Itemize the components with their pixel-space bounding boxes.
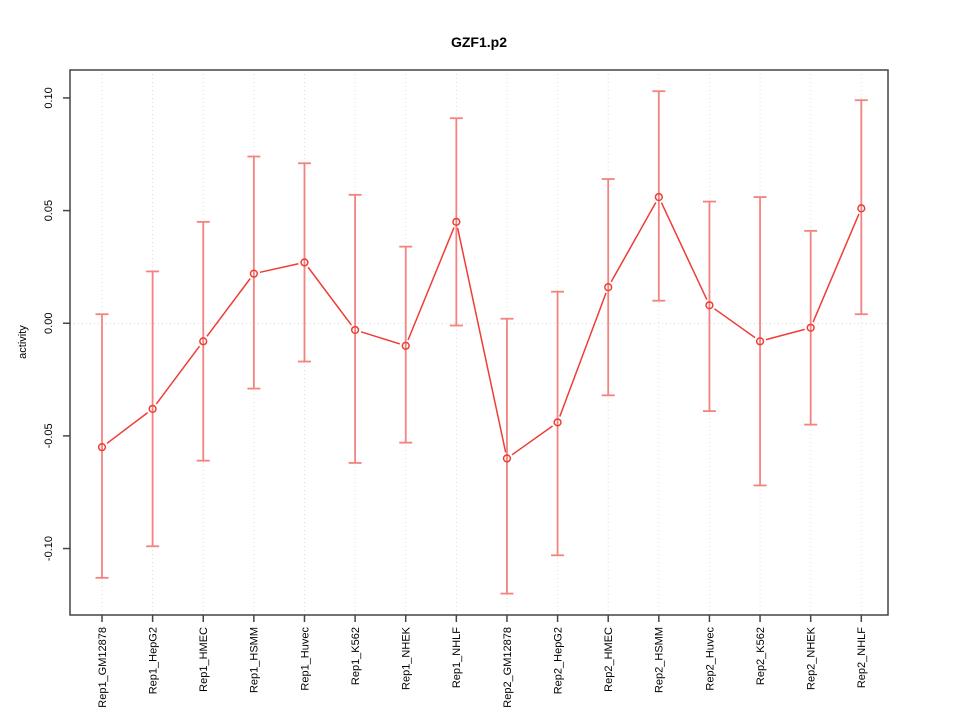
series-line-segment	[765, 328, 805, 341]
x-tick-label: Rep1_Huvec	[299, 627, 311, 691]
data-point-marker	[654, 192, 663, 202]
x-tick-label: Rep2_HMEC	[603, 627, 615, 692]
data-point-marker	[401, 341, 410, 350]
series-line-segment	[714, 308, 756, 339]
x-tick-label: Rep2_NHEK	[806, 626, 818, 690]
grid-layer	[70, 70, 888, 615]
x-tick-label: Rep1_NHLF	[451, 627, 463, 688]
axis-layer: -0.10 -0.05 0.00 0.05 0.10 Rep1_GM12878 Rep1_H…	[43, 69, 889, 708]
series-line-segment	[259, 263, 299, 274]
y-axis-label: activity	[17, 325, 29, 359]
series-line-segment	[155, 345, 201, 405]
series-line-segment	[610, 202, 657, 283]
data-point-marker	[604, 283, 613, 292]
data-point-marker	[452, 217, 461, 227]
x-tick-label: Rep2_GM12878	[502, 627, 514, 708]
series-line-segment	[559, 292, 607, 417]
x-tick-label: Rep1_K562	[350, 627, 362, 685]
x-tick-label: Rep1_HepG2	[147, 627, 159, 694]
data-point-marker	[199, 337, 208, 346]
x-tick-label: Rep2_HSMM	[654, 627, 666, 693]
data-point-marker	[806, 323, 815, 332]
x-tick-label: Rep2_Huvec	[704, 627, 716, 691]
series-line-segment	[660, 202, 708, 300]
series-line-segment	[812, 213, 860, 323]
data-layer	[95, 90, 868, 595]
data-point-marker	[502, 454, 512, 463]
x-tick-label: Rep1_HMEC	[198, 627, 210, 692]
data-point-marker	[300, 258, 309, 267]
data-point-marker	[148, 404, 157, 414]
data-point-marker	[857, 204, 866, 213]
chart-title: GZF1.p2	[451, 34, 507, 50]
series-line-segment	[206, 278, 251, 337]
y-tick-label: -0.10	[43, 536, 55, 561]
series-line-segment	[360, 331, 401, 345]
series-line-segment	[456, 227, 507, 453]
series-line-segment	[307, 266, 352, 326]
y-tick-label: 0.00	[43, 313, 55, 334]
data-point-marker	[350, 325, 360, 335]
data-point-marker	[249, 269, 259, 278]
data-point-marker	[553, 418, 562, 427]
x-tick-label: Rep1_GM12878	[97, 627, 109, 708]
y-tick-label: 0.10	[43, 87, 55, 108]
series-line-segment	[106, 411, 149, 445]
plot-border	[69, 69, 889, 616]
x-tick-label: Rep2_K562	[755, 627, 767, 685]
series-line-segment	[511, 425, 553, 456]
x-tick-label: Rep1_HSMM	[249, 627, 261, 693]
data-point-marker	[705, 301, 714, 310]
y-tick-label: 0.05	[43, 200, 55, 221]
x-tick-label: Rep2_HepG2	[552, 627, 564, 694]
data-point-marker	[97, 443, 107, 452]
x-tick-label: Rep2_NHLF	[856, 627, 868, 688]
series-line-segment	[407, 227, 455, 341]
x-tick-label: Rep1_NHEK	[401, 626, 413, 690]
data-point-marker	[755, 337, 765, 346]
y-tick-label: -0.05	[43, 423, 55, 448]
